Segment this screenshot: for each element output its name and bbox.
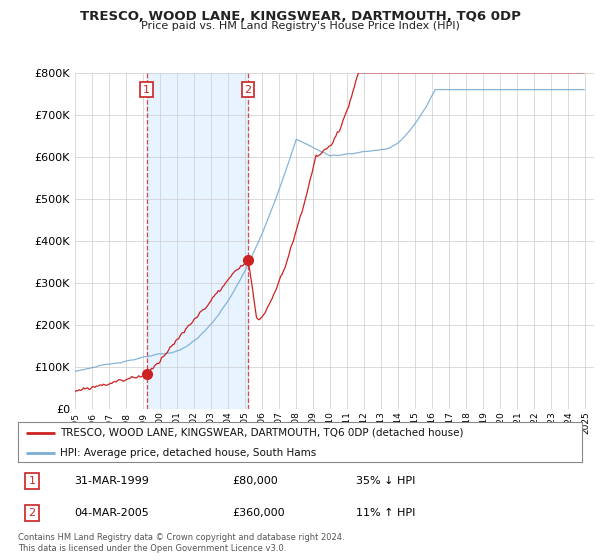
Text: 04-MAR-2005: 04-MAR-2005 [74,508,149,518]
Text: 31-MAR-1999: 31-MAR-1999 [74,476,149,486]
Text: £360,000: £360,000 [232,508,285,518]
Text: £80,000: £80,000 [232,476,278,486]
Text: HPI: Average price, detached house, South Hams: HPI: Average price, detached house, Sout… [60,448,317,458]
Text: TRESCO, WOOD LANE, KINGSWEAR, DARTMOUTH, TQ6 0DP: TRESCO, WOOD LANE, KINGSWEAR, DARTMOUTH,… [80,10,520,23]
Text: 11% ↑ HPI: 11% ↑ HPI [356,508,416,518]
Text: 2: 2 [29,508,35,518]
Text: TRESCO, WOOD LANE, KINGSWEAR, DARTMOUTH, TQ6 0DP (detached house): TRESCO, WOOD LANE, KINGSWEAR, DARTMOUTH,… [60,428,464,438]
Text: 1: 1 [29,476,35,486]
Text: 1: 1 [143,85,150,95]
Bar [146,73,248,409]
Text: Contains HM Land Registry data © Crown copyright and database right 2024.
This d: Contains HM Land Registry data © Crown c… [18,533,344,553]
Text: 2: 2 [244,85,251,95]
Text: Price paid vs. HM Land Registry's House Price Index (HPI): Price paid vs. HM Land Registry's House … [140,21,460,31]
Text: 35% ↓ HPI: 35% ↓ HPI [356,476,416,486]
